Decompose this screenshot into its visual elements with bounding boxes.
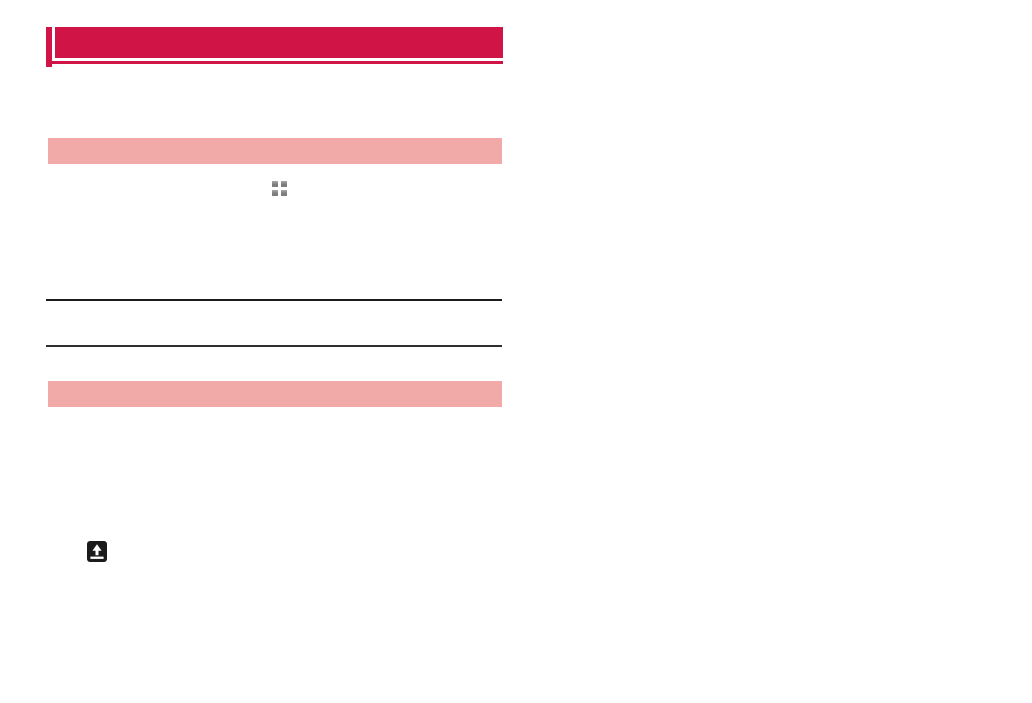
horizontal-rule-bottom — [46, 345, 502, 347]
section-heading-banner-2 — [48, 381, 502, 407]
horizontal-rule-top — [46, 299, 502, 301]
chapter-header-accent-bar — [46, 27, 52, 67]
app-grid-icon-square — [281, 190, 287, 196]
app-grid-icon-square — [272, 190, 278, 196]
app-grid-icon-square — [272, 181, 278, 187]
app-grid-icon-square — [281, 181, 287, 187]
section-heading-banner-1 — [48, 138, 502, 164]
chapter-header-title-bar — [55, 27, 503, 58]
upload-icon-glyph — [90, 544, 104, 559]
chapter-header-underline — [52, 61, 503, 64]
upload-icon — [87, 541, 107, 562]
app-grid-icon — [272, 181, 287, 196]
